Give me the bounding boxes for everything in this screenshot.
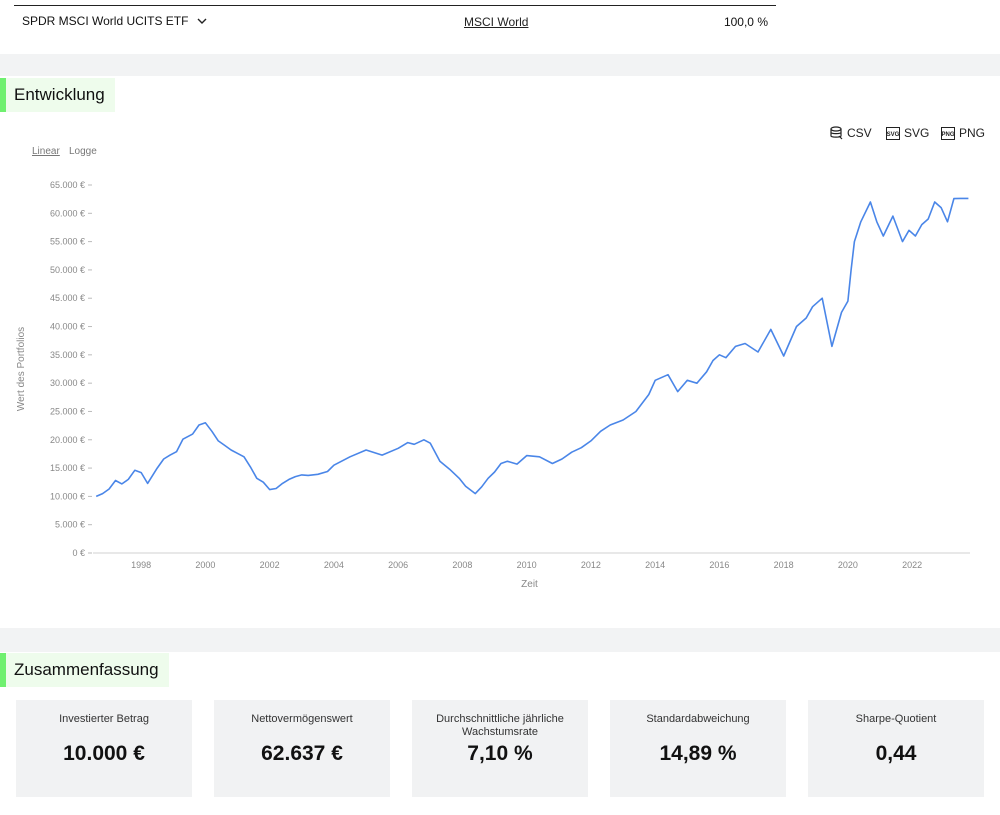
portfolio-chart: 0 € 5.000 € 10.000 € 15.000 € 20.000 € 25.000… (16, 180, 970, 590)
x-tick-label: 2014 (645, 560, 665, 570)
card-value: 14,89 % (659, 742, 737, 765)
divider (14, 5, 776, 6)
x-tick-label: 2006 (388, 560, 408, 570)
x-axis-title: Zeit (521, 579, 538, 590)
x-tick-label: 2010 (517, 560, 537, 570)
export-svg-button[interactable]: SVG SVG (886, 126, 929, 140)
summary-card-std-dev: Standardabweichung 14,89 % (610, 700, 786, 797)
x-tick-label: 2022 (902, 560, 922, 570)
y-tick-label: 5.000 € (55, 520, 85, 530)
section-title-zusammenfassung: Zusammenfassung (0, 653, 169, 687)
x-tick-label: 2016 (709, 560, 729, 570)
x-tick-label: 2018 (774, 560, 794, 570)
x-tick-label: 2008 (452, 560, 472, 570)
card-value: 62.637 € (261, 742, 343, 765)
holding-name-dropdown[interactable]: SPDR MSCI World UCITS ETF (22, 14, 207, 28)
holding-index-link[interactable]: MSCI World (464, 15, 529, 29)
export-csv-label: CSV (847, 126, 872, 140)
y-tick-label: 45.000 € (50, 293, 85, 303)
section-separator (0, 628, 1000, 652)
scale-linear-link[interactable]: Linear (32, 146, 60, 157)
y-tick-label: 0 € (72, 548, 85, 558)
y-tick-label: 65.000 € (50, 180, 85, 190)
x-tick-label: 2020 (838, 560, 858, 570)
export-csv-button[interactable]: CSV (830, 126, 872, 140)
y-tick-label: 60.000 € (50, 208, 85, 218)
summary-card-invested: Investierter Betrag 10.000 € (16, 700, 192, 797)
holding-weight: 100,0 % (723, 15, 768, 29)
y-axis: 0 € 5.000 € 10.000 € 15.000 € 20.000 € 25.000… (50, 180, 92, 558)
card-label: Durchschnittliche jährliche Wachstumsrat… (436, 713, 564, 738)
y-tick-label: 55.000 € (50, 237, 85, 247)
summary-card-net-asset-value: Nettovermögenswert 62.637 € (214, 700, 390, 797)
svg-text:SVG: SVG (887, 132, 900, 138)
portfolio-value-line (95, 197, 969, 498)
card-value: 10.000 € (63, 742, 145, 765)
y-tick-label: 10.000 € (50, 491, 85, 501)
y-axis-title: Wert des Portfolios (16, 327, 27, 411)
summary-card-sharpe: Sharpe-Quotient 0,44 (808, 700, 984, 797)
y-tick-label: 50.000 € (50, 265, 85, 275)
scale-log-link[interactable]: Logge (69, 146, 97, 157)
export-png-label: PNG (959, 126, 986, 140)
card-value: 0,44 (875, 742, 917, 765)
holding-row: SPDR MSCI World UCITS ETF MSCI World 100… (0, 0, 1000, 54)
x-tick-label: 1998 (131, 560, 151, 570)
y-tick-label: 35.000 € (50, 350, 85, 360)
y-tick-label: 25.000 € (50, 406, 85, 416)
database-icon (830, 126, 843, 140)
x-tick-label: 2004 (324, 560, 344, 570)
x-tick-label: 2002 (260, 560, 280, 570)
y-tick-label: 15.000 € (50, 463, 85, 473)
card-label: Sharpe-Quotient (855, 713, 937, 725)
section-separator (0, 54, 1000, 76)
section-title-entwicklung: Entwicklung (0, 78, 115, 112)
card-label: Nettovermögenswert (251, 713, 353, 725)
x-tick-label: 2000 (195, 560, 215, 570)
holding-name: SPDR MSCI World UCITS ETF (22, 14, 189, 28)
export-svg-label: SVG (904, 126, 930, 140)
png-file-icon: PNG (941, 126, 955, 140)
x-tick-label: 2012 (581, 560, 601, 570)
y-tick-label: 20.000 € (50, 435, 85, 445)
y-tick-label: 40.000 € (50, 322, 85, 332)
export-png-button[interactable]: PNG PNG (941, 126, 985, 140)
card-label: Standardabweichung (646, 713, 750, 725)
chevron-down-icon (197, 18, 207, 24)
x-axis: 1998 2000 2002 2004 2006 2008 2010 2012 2014 2016… (131, 560, 922, 570)
summary-card-cagr: Durchschnittliche jährliche Wachstumsrat… (412, 700, 588, 797)
svg-text:PNG: PNG (941, 132, 954, 138)
card-value: 7,10 % (467, 742, 533, 765)
card-label: Investierter Betrag (59, 713, 149, 725)
svg-file-icon: SVG (886, 126, 900, 140)
y-tick-label: 30.000 € (50, 378, 85, 388)
